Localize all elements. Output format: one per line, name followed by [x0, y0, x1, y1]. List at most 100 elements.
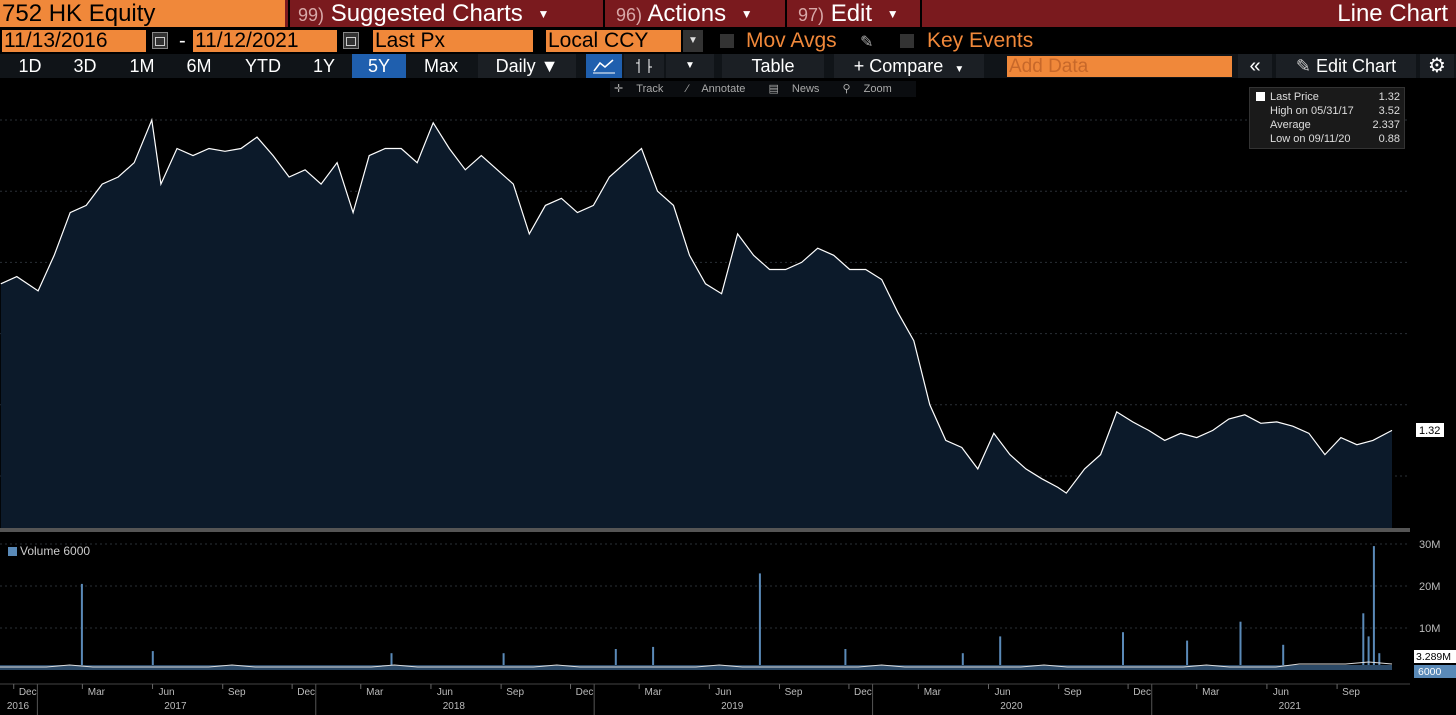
- date-range-dash: -: [179, 30, 186, 52]
- volume-bar: [961, 653, 964, 670]
- volume-legend[interactable]: Volume 6000: [8, 544, 90, 558]
- legend-row-low: Low on 09/11/20 0.88: [1254, 132, 1400, 146]
- zoom-icon: ⚲: [842, 83, 854, 95]
- menu-label: Suggested Charts: [330, 0, 523, 27]
- caret-down-icon: ▼: [740, 7, 753, 22]
- period-6m[interactable]: 6M: [186, 56, 212, 76]
- key-events-label[interactable]: Key Events: [927, 29, 1034, 52]
- period-3d[interactable]: 3D: [73, 56, 97, 76]
- volume-bar: [1362, 613, 1365, 670]
- menu-separator: [785, 0, 787, 27]
- caret-down-icon: ▼: [537, 7, 550, 22]
- x-tick-year-label: 2016: [7, 701, 30, 712]
- menu-number: 99): [298, 5, 325, 25]
- volume-bar: [151, 651, 154, 670]
- annotate-tool[interactable]: ∕ Annotate: [686, 83, 755, 95]
- legend-label: Average: [1270, 119, 1311, 131]
- x-tick-month-label: Dec: [1133, 687, 1151, 698]
- legend-value: 0.88: [1378, 133, 1400, 145]
- legend-label: Last Price: [1270, 91, 1319, 103]
- edit-menu[interactable]: 97) Edit ▼: [798, 0, 899, 27]
- volume-y-tick-label: 30M: [1419, 539, 1440, 551]
- currency-dropdown-icon[interactable]: ▼: [683, 30, 703, 52]
- zoom-tool[interactable]: ⚲ Zoom: [842, 83, 901, 95]
- bar-chart-icon[interactable]: [624, 54, 664, 78]
- calendar-icon[interactable]: [343, 32, 359, 49]
- x-tick-month-label: Jun: [158, 687, 174, 698]
- suggested-charts-menu[interactable]: 99) Suggested Charts ▼: [298, 0, 549, 27]
- period-1m[interactable]: 1M: [129, 56, 155, 76]
- table-button[interactable]: Table: [722, 54, 824, 78]
- volume-bar: [1372, 546, 1375, 670]
- x-tick-month-label: Dec: [854, 687, 872, 698]
- x-tick-month-label: Dec: [297, 687, 315, 698]
- x-tick-month-label: Jun: [1273, 687, 1289, 698]
- menu-label: Actions: [647, 0, 727, 27]
- period-ytd[interactable]: YTD: [245, 56, 281, 76]
- volume-bar: [1367, 636, 1370, 670]
- news-tool[interactable]: ▤ News: [768, 83, 829, 95]
- currency-selector[interactable]: Local CCY: [546, 30, 681, 52]
- mov-avgs-label[interactable]: Mov Avgs: [746, 29, 837, 52]
- volume-y-axis: 30M 20M 10M: [1419, 539, 1440, 635]
- volume-bar: [1186, 640, 1189, 670]
- menu-separator: [920, 0, 922, 27]
- x-tick-month-label: Sep: [228, 687, 246, 698]
- line-chart-icon[interactable]: [586, 54, 622, 78]
- volume-gridlines: [0, 543, 1410, 629]
- line-chart-glyph: [593, 59, 615, 74]
- calendar-icon[interactable]: [152, 32, 168, 49]
- x-tick-year-label: 2020: [1000, 701, 1023, 712]
- add-data-input[interactable]: Add Data: [1007, 56, 1232, 77]
- gear-icon[interactable]: ⚙: [1420, 54, 1454, 78]
- x-tick-month-label: Mar: [924, 687, 942, 698]
- frequency-selector[interactable]: Daily ▼: [478, 54, 576, 78]
- start-date-field[interactable]: 11/13/2016: [2, 30, 146, 52]
- collapse-icon[interactable]: «: [1238, 54, 1272, 78]
- track-label: Track: [636, 83, 664, 95]
- legend-label: High on 05/31/17: [1270, 105, 1354, 117]
- pencil-icon[interactable]: ✎: [860, 34, 874, 51]
- volume-bar: [1378, 653, 1381, 670]
- end-date-field[interactable]: 11/12/2021: [193, 30, 337, 52]
- price-chart[interactable]: 3.503.002.502.001.501.00 1.32 30M20M10M …: [0, 78, 1456, 715]
- edit-chart-button[interactable]: ✎ Edit Chart: [1276, 54, 1416, 78]
- volume-bar: [1239, 621, 1242, 670]
- key-events-checkbox[interactable]: [900, 34, 914, 48]
- chart-settings-bar: 11/13/2016 - 11/12/2021 Last Px Local CC…: [0, 28, 1456, 53]
- annotate-icon: ∕: [686, 83, 692, 95]
- legend-value: 2.337: [1372, 119, 1400, 131]
- period-1d[interactable]: 1D: [18, 56, 42, 76]
- x-tick-month-label: Sep: [506, 687, 524, 698]
- actions-menu[interactable]: 96) Actions ▼: [616, 0, 753, 27]
- volume-bar: [1122, 632, 1124, 670]
- period-max[interactable]: Max: [423, 56, 458, 76]
- volume-tags: 3.289M 6000: [1414, 650, 1456, 678]
- chart-style-dropdown-icon[interactable]: ▼: [666, 54, 714, 78]
- last-price-tag: 1.32: [1416, 423, 1444, 437]
- volume-legend-label: Volume 6000: [20, 544, 91, 558]
- price-line: [0, 117, 1393, 494]
- compare-button[interactable]: + Compare ▼: [834, 54, 984, 78]
- chart-legend[interactable]: Last Price 1.32 High on 05/31/17 3.52 Aver…: [1249, 87, 1405, 149]
- track-tool[interactable]: ✛ Track: [614, 83, 673, 95]
- news-icon: ▤: [768, 83, 782, 95]
- legend-row-last-price: Last Price 1.32: [1254, 90, 1400, 104]
- x-tick-month-label: Sep: [1064, 687, 1082, 698]
- compare-label: + Compare: [853, 56, 944, 76]
- x-tick-year-label: 2017: [164, 701, 187, 712]
- legend-label: Low on 09/11/20: [1270, 133, 1351, 145]
- menu-number: 97): [798, 5, 825, 25]
- volume-average-line: [0, 661, 1393, 668]
- pane-divider[interactable]: [0, 528, 1410, 532]
- period-5y[interactable]: 5Y: [352, 54, 406, 78]
- ticker-field[interactable]: 752 HK Equity: [0, 0, 285, 27]
- volume-bar: [80, 583, 83, 670]
- x-tick-year-label: 2019: [721, 701, 744, 712]
- period-1y[interactable]: 1Y: [312, 56, 336, 76]
- field-selector[interactable]: Last Px: [373, 30, 533, 52]
- volume-bar: [999, 636, 1002, 670]
- x-tick-month-label: Sep: [785, 687, 803, 698]
- last-price-tag-text: 1.32: [1419, 425, 1440, 437]
- mov-avgs-checkbox[interactable]: [720, 34, 734, 48]
